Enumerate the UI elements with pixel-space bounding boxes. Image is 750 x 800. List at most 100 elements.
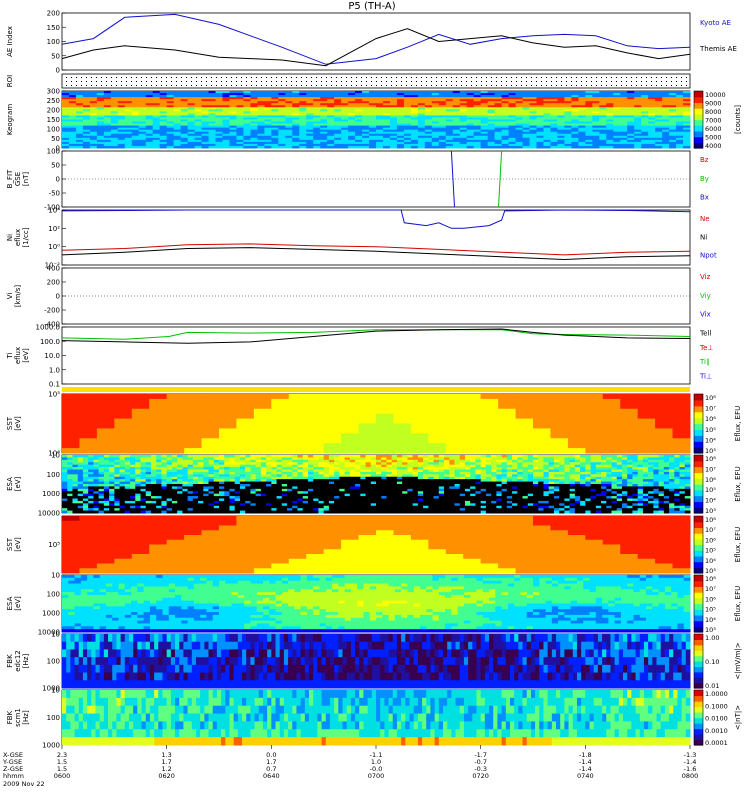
spectrogram-cell [166,433,185,439]
y-tick-label: 300 [47,88,60,96]
keogram-cell [389,145,398,149]
keogram-cell [257,137,265,141]
keogram-cell [515,121,524,125]
keogram-cell [173,97,182,100]
spectrogram-cell [498,428,517,434]
keogram-cell [229,129,237,133]
keogram-cell [473,139,482,143]
spectrogram-cell [236,403,255,410]
keogram-cell [341,131,349,135]
keogram-cell [292,123,300,127]
keogram-cell [355,111,363,114]
keogram-cell [480,91,489,94]
colorbar-cell [694,112,703,115]
spectrogram-cell [672,394,691,400]
spectrogram-cell [82,464,89,468]
keogram-cell [243,123,251,127]
roi-dot [411,77,412,78]
keogram-cell [96,109,105,112]
keogram-cell [208,135,217,139]
spectrogram-cell [464,471,471,475]
spectrogram-cell [444,469,450,473]
keogram-cell [341,137,349,141]
keogram-cell [606,97,614,100]
spectrogram-cell [533,443,551,449]
spectrogram-cell [260,462,267,466]
spectrogram-cell [149,443,168,449]
spectrogram-cell [669,469,675,473]
keogram-cell [396,135,405,139]
keogram-cell [550,141,558,145]
roi-dot [71,77,72,78]
spectrogram-cell [307,479,314,483]
y-tick-label: -100 [44,204,60,212]
keogram-cell [327,113,335,116]
spectrogram-cell [124,474,131,478]
keogram-cell [655,97,663,100]
spectrogram-cell [365,462,372,466]
keogram-cell [396,145,405,149]
keogram-cell [662,105,670,108]
spectrogram-cell [438,476,445,480]
roi-dot [421,77,422,78]
keogram-cell [543,133,551,137]
keogram-cell [396,103,405,106]
spectrogram-cell [276,462,283,466]
spectrogram-cell [606,457,612,461]
keogram-cell [473,123,482,127]
keogram-cell [327,107,335,110]
spectrogram-cell [98,462,105,466]
spectrogram-cell [150,471,157,475]
keogram-cell [494,135,503,139]
keogram-cell [62,97,70,100]
spectrogram-cell [234,481,241,485]
keogram-cell [215,111,223,114]
spectrogram-cell [245,457,251,461]
roi-dot [606,85,607,86]
spectrogram-cell [595,469,602,473]
spectrogram-cell [480,481,487,485]
keogram-cell [417,91,426,94]
spectrogram-cell [72,457,79,461]
keogram-cell [313,127,321,131]
keogram-cell [376,143,384,147]
spectrogram-cell [522,476,529,480]
spectrogram-cell [149,428,168,434]
keogram-cell [606,101,614,104]
legend-entry: Viz [700,273,711,281]
keogram-cell [292,133,300,137]
keogram-cell [131,143,140,147]
spectrogram-cell [161,474,168,478]
spectrogram-cell [580,471,586,475]
spectrogram-cell [574,479,581,483]
spectrogram-cell [548,481,555,485]
keogram-cell [424,103,433,106]
roi-dot [116,77,117,78]
spectrogram-cell [114,443,133,449]
keogram-cell [96,119,105,123]
keogram-cell [292,105,300,108]
keogram-cell [424,123,433,127]
spectrogram-cell [288,398,307,405]
spectrogram-cell [480,423,499,429]
spectrogram-cell [564,462,571,466]
keogram-cell [648,105,656,108]
spectrogram-cell [396,474,403,478]
spectrogram-cell [580,459,586,463]
spectrogram-cell [637,448,656,454]
keogram-cell [648,97,656,100]
keogram-cell [648,115,656,118]
spectrogram-cell [260,464,267,468]
keogram-cell [536,91,544,94]
keogram-cell [215,137,223,141]
keogram-cell [103,101,112,104]
spectrogram-cell [360,479,367,483]
spectrogram-cell [96,428,115,434]
spectrogram-cell [184,403,203,410]
keogram-cell [62,93,70,96]
keogram-cell [124,105,133,108]
keogram-cell [278,145,286,149]
keogram-cell [62,95,70,98]
spectrogram-cell [543,479,550,483]
keogram-cell [152,119,161,123]
